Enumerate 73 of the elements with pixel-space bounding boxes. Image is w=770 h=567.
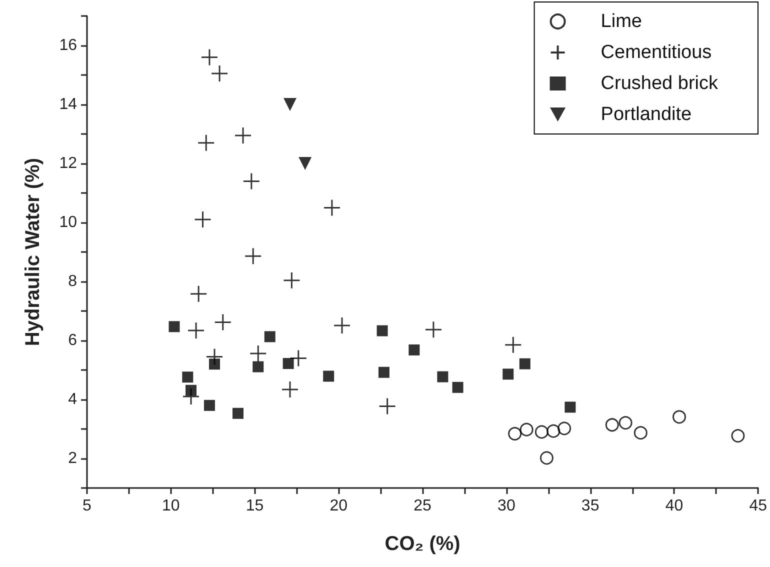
point xyxy=(282,358,294,370)
point xyxy=(378,398,396,416)
x-tick-label: 25 xyxy=(414,498,432,514)
point xyxy=(437,371,448,382)
x-tick-label: 20 xyxy=(330,498,348,514)
point xyxy=(634,426,648,440)
point xyxy=(605,418,619,432)
point xyxy=(234,126,252,144)
point xyxy=(376,325,388,336)
x-tick-label: 15 xyxy=(246,498,264,514)
point xyxy=(452,382,464,393)
point xyxy=(546,424,560,438)
x-tick-label: 40 xyxy=(665,498,684,514)
point xyxy=(242,172,260,190)
y-tick-label: 14 xyxy=(59,96,78,113)
point xyxy=(249,344,267,362)
y-tick-label: 12 xyxy=(59,155,78,172)
point xyxy=(187,322,205,340)
point xyxy=(194,210,212,228)
point xyxy=(323,370,334,382)
y-axis-title: Hydraulic Water (%) xyxy=(22,158,44,346)
point xyxy=(534,425,548,439)
x-tick-label: 30 xyxy=(498,498,516,514)
point xyxy=(232,408,244,419)
point xyxy=(564,402,576,413)
x-axis-title: CO₂ (%) xyxy=(384,533,460,555)
point xyxy=(200,48,218,66)
y-tick-label: 16 xyxy=(59,37,78,54)
point xyxy=(290,349,308,367)
point xyxy=(333,316,351,334)
point xyxy=(618,416,632,430)
point xyxy=(281,380,299,398)
legend-label: Lime xyxy=(600,11,642,32)
point xyxy=(520,422,534,436)
point xyxy=(408,344,420,356)
point xyxy=(264,331,276,342)
point xyxy=(378,366,390,378)
point xyxy=(214,313,232,331)
legend-label: Cementitious xyxy=(600,42,712,63)
point xyxy=(190,285,208,303)
point xyxy=(244,247,262,265)
y-tick-label: 4 xyxy=(68,391,78,408)
x-tick-label: 35 xyxy=(581,498,600,514)
point xyxy=(558,422,572,436)
point xyxy=(197,134,215,152)
legend-label: Portlandite xyxy=(600,104,692,125)
point xyxy=(519,358,530,370)
point xyxy=(252,361,264,372)
point xyxy=(731,429,745,443)
y-tick-label: 10 xyxy=(59,214,78,231)
point xyxy=(284,98,297,111)
point xyxy=(210,64,228,82)
point xyxy=(298,157,312,170)
x-tick-label: 45 xyxy=(749,498,768,514)
point xyxy=(209,358,220,370)
point xyxy=(502,368,514,380)
point xyxy=(168,321,180,332)
x-tick-label: 10 xyxy=(162,498,180,514)
point xyxy=(508,426,522,440)
point xyxy=(186,384,197,396)
y-tick-label: 6 xyxy=(68,332,78,349)
point xyxy=(424,320,442,338)
point xyxy=(504,336,522,354)
point xyxy=(182,372,194,383)
legend-label: Crushed brick xyxy=(600,73,718,94)
point xyxy=(282,272,300,290)
x-tick-label: 5 xyxy=(82,498,92,514)
y-tick-label: 2 xyxy=(68,450,78,467)
y-tick-label: 8 xyxy=(68,273,78,290)
point xyxy=(540,451,554,465)
point xyxy=(204,400,215,411)
point xyxy=(672,410,686,424)
point xyxy=(323,199,341,216)
